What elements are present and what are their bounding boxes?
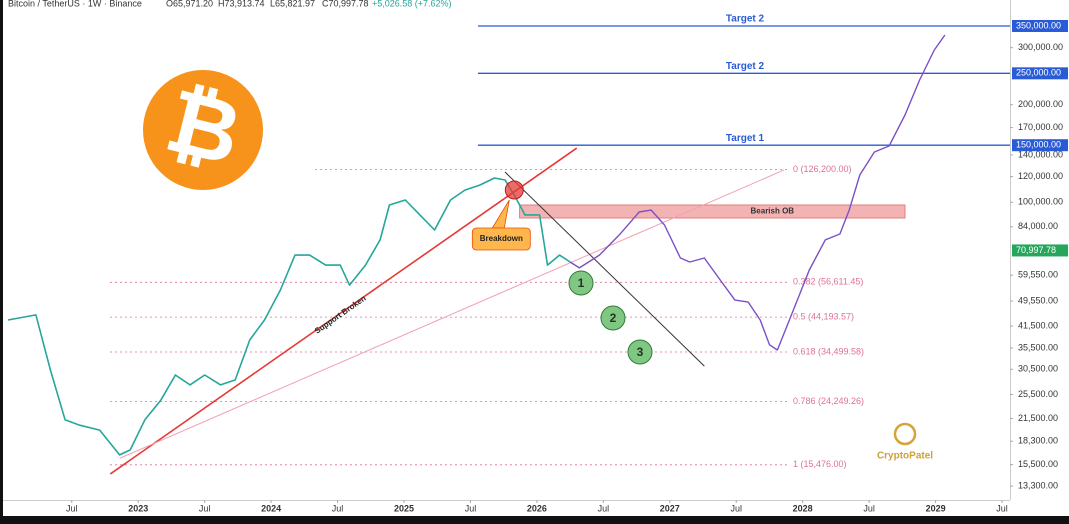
y-tick-label: 84,000.00 bbox=[1018, 221, 1058, 231]
target-price-label: 250,000.00 bbox=[1016, 68, 1061, 78]
y-tick-label: 170,000.00 bbox=[1018, 122, 1063, 132]
x-tick-label: 2024 bbox=[261, 503, 281, 513]
logo-circle bbox=[143, 70, 263, 190]
wave-marker bbox=[627, 339, 653, 365]
wave-label: 3 bbox=[637, 345, 644, 359]
trend-line bbox=[109, 147, 578, 475]
header: Bitcoin / TetherUS · 1W · Binance O65,97… bbox=[8, 0, 452, 8]
x-tick-label: Jul bbox=[199, 503, 211, 513]
target-name: Target 2 bbox=[726, 61, 765, 72]
x-tick-label: Jul bbox=[66, 503, 78, 513]
x-tick-label: 2026 bbox=[527, 503, 547, 513]
x-tick-label: Jul bbox=[598, 503, 610, 513]
x-tick-label: Jul bbox=[996, 503, 1008, 513]
fib-label: 1 (15,476.00) bbox=[793, 459, 847, 469]
bearish-ob-label: Bearish OB bbox=[751, 207, 795, 216]
target-name: Target 2 bbox=[726, 14, 765, 25]
low: L65,821.97 bbox=[270, 0, 315, 8]
bitcoin-logo: ₿ bbox=[143, 70, 263, 190]
trend-line bbox=[119, 169, 785, 459]
y-tick-label: 15,500.00 bbox=[1018, 459, 1058, 469]
target-price-label: 350,000.00 bbox=[1016, 20, 1061, 30]
x-tick-label: Jul bbox=[332, 503, 344, 513]
y-tick-label: 49,550.00 bbox=[1018, 295, 1058, 305]
fib-label: 0.5 (44,193.57) bbox=[793, 312, 854, 322]
time-axis-border bbox=[0, 500, 1010, 501]
wave-marker bbox=[568, 270, 594, 296]
x-tick-label: 2029 bbox=[926, 503, 946, 513]
screen-edge bbox=[0, 516, 1069, 524]
series-line bbox=[569, 34, 946, 351]
fib-label: 0.382 (56,611.45) bbox=[793, 277, 863, 287]
watermark: CryptoPatel bbox=[877, 422, 933, 462]
breakdown-callout bbox=[471, 227, 531, 251]
high: H73,913.74 bbox=[218, 0, 265, 8]
y-tick-label: 140,000.00 bbox=[1018, 149, 1063, 159]
open: O65,971.20 bbox=[166, 0, 213, 8]
current-price-box bbox=[1012, 244, 1068, 257]
screen-edge bbox=[0, 0, 3, 524]
y-tick-label: 300,000.00 bbox=[1018, 42, 1063, 52]
wave-marker bbox=[600, 305, 626, 331]
y-tick-label: 18,300.00 bbox=[1018, 436, 1058, 446]
price-axis-border bbox=[1010, 0, 1011, 500]
y-tick-label: 30,500.00 bbox=[1018, 364, 1058, 374]
y-tick-label: 25,500.00 bbox=[1018, 389, 1058, 399]
y-tick-label: 21,500.00 bbox=[1018, 413, 1058, 423]
y-tick-label: 35,500.00 bbox=[1018, 342, 1058, 352]
y-tick-label: 200,000.00 bbox=[1018, 99, 1063, 109]
y-tick-label: 59,550.00 bbox=[1018, 270, 1058, 280]
x-tick-label: 2025 bbox=[394, 503, 414, 513]
trend-line bbox=[504, 171, 705, 367]
x-tick-label: Jul bbox=[863, 503, 875, 513]
close: C70,997.78 bbox=[322, 0, 369, 8]
x-tick-label: 2027 bbox=[660, 503, 680, 513]
change: +5,026.58 (+7.62%) bbox=[372, 0, 452, 8]
target-price-box bbox=[1012, 19, 1068, 32]
watermark-text: CryptoPatel bbox=[877, 451, 933, 462]
target-price-box bbox=[1012, 139, 1068, 152]
y-tick-label: 100,000.00 bbox=[1018, 197, 1063, 207]
target-price-box bbox=[1012, 67, 1068, 80]
y-tick-label: 13,300.00 bbox=[1018, 480, 1058, 490]
y-tick-label: 120,000.00 bbox=[1018, 171, 1063, 181]
x-tick-label: Jul bbox=[730, 503, 742, 513]
wave-label: 2 bbox=[610, 311, 617, 325]
breakdown-point bbox=[504, 180, 524, 200]
current-price-label: 70,997.78 bbox=[1016, 245, 1056, 255]
y-tick-label: 41,500.00 bbox=[1018, 320, 1058, 330]
target-name: Target 1 bbox=[726, 133, 765, 144]
bearish-ob-zone bbox=[519, 204, 906, 219]
x-tick-label: Jul bbox=[465, 503, 477, 513]
fib-label: 0.618 (34,499.58) bbox=[793, 346, 864, 356]
watermark-icon bbox=[893, 422, 917, 446]
target-price-label: 150,000.00 bbox=[1016, 140, 1061, 150]
fib-label: 0 (126,200.00) bbox=[793, 164, 852, 174]
x-tick-label: 2023 bbox=[128, 503, 148, 513]
x-tick-label: 2028 bbox=[793, 503, 813, 513]
breakdown-label: Breakdown bbox=[480, 234, 523, 243]
wave-label: 1 bbox=[578, 276, 585, 290]
series-line bbox=[7, 177, 571, 456]
fib-label: 0.786 (24,249.26) bbox=[793, 396, 864, 406]
symbol: Bitcoin / TetherUS · 1W · Binance bbox=[8, 0, 142, 8]
